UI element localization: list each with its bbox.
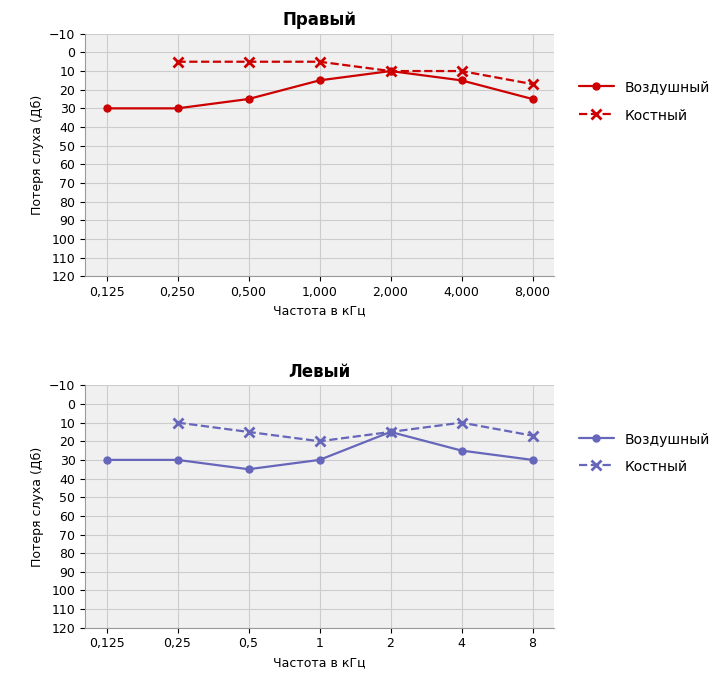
Костный [315,437,324,446]
Костный [386,428,395,436]
Legend: Воздушный, Костный: Воздушный, Костный [575,428,710,479]
Костный [244,428,253,436]
Воздушный [244,95,253,103]
X-axis label: Частота в кГц: Частота в кГц [273,656,366,669]
Костный [173,57,182,65]
Line: Воздушный: Воздушный [103,429,536,472]
Title: Левый: Левый [288,363,351,381]
Воздушный [528,95,537,103]
X-axis label: Частота в кГц: Частота в кГц [273,304,366,317]
Костный [528,431,537,439]
Воздушный [386,67,395,75]
Воздушный [173,105,182,113]
Y-axis label: Потеря слуха (Дб): Потеря слуха (Дб) [31,95,43,215]
Воздушный [315,456,324,464]
Воздушный [528,456,537,464]
Костный [244,57,253,65]
Legend: Воздушный, Костный: Воздушный, Костный [575,76,710,127]
Костный [173,418,182,427]
Line: Костный: Костный [173,418,537,446]
Y-axis label: Потеря слуха (Дб): Потеря слуха (Дб) [31,446,43,566]
Воздушный [244,465,253,473]
Воздушный [102,456,111,464]
Line: Костный: Костный [173,57,537,89]
Воздушный [457,447,466,455]
Костный [457,67,466,75]
Костный [457,418,466,427]
Костный [315,57,324,65]
Костный [528,80,537,88]
Title: Правый: Правый [283,11,356,30]
Костный [386,67,395,75]
Воздушный [102,105,111,113]
Воздушный [457,76,466,84]
Воздушный [315,76,324,84]
Воздушный [173,456,182,464]
Воздушный [386,428,395,436]
Line: Воздушный: Воздушный [103,68,536,112]
